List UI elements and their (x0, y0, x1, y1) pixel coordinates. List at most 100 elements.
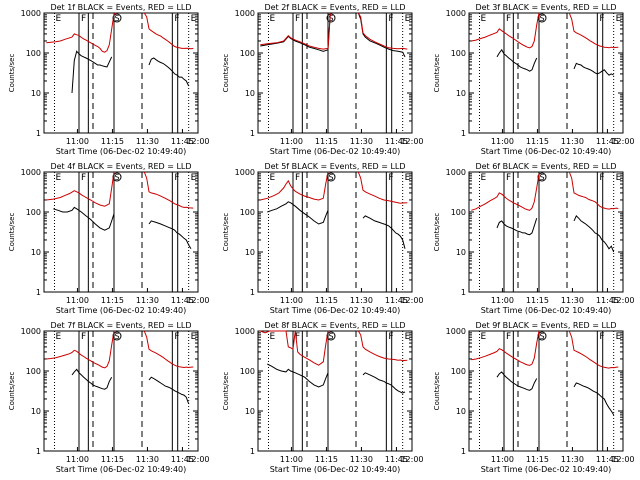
y-tick-label: 1000 (235, 168, 255, 177)
marker-s: S (328, 14, 333, 23)
panel-title: Det 1f BLACK = Events, RED = LLD (50, 3, 191, 12)
series-lld-line (568, 171, 619, 210)
x-tick-label: 11:45 (385, 455, 408, 464)
x-axis-label: Start Time (06-Dec-02 10:49:40) (481, 306, 612, 315)
y-axis-label: Counts/sec (222, 372, 230, 411)
marker-e-left: E (270, 14, 276, 24)
marker-f-left: F (81, 173, 86, 183)
panel-det-4: Det 4f BLACK = Events, RED = LLD 1 10 100 10… (8, 162, 210, 315)
x-axis-label: Start Time (06-Dec-02 10:49:40) (56, 147, 187, 156)
x-tick-label: 11:45 (385, 296, 408, 305)
y-tick-label: 1000 (21, 168, 41, 177)
marker-f-left: F (506, 332, 511, 342)
series-lld-line (46, 12, 117, 53)
x-axis-label: Start Time (06-Dec-02 10:49:40) (270, 465, 401, 474)
marker-e-left: E (270, 332, 276, 342)
marker-e-left: E (56, 14, 62, 24)
series-lld-line (357, 171, 408, 204)
marker-e-left: E (481, 332, 487, 342)
x-tick-label: 11:30 (136, 137, 159, 146)
y-axis-label: Counts/sec (433, 54, 441, 93)
x-tick-label: 11:15 (526, 296, 549, 305)
y-tick-label: 1 (461, 288, 466, 297)
marker-e-right: E (191, 173, 197, 183)
y-tick-label: 1 (36, 129, 41, 138)
x-tick-label: 11:30 (561, 455, 584, 464)
y-tick-label: 1000 (446, 168, 466, 177)
marker-f-left: F (81, 332, 86, 342)
x-tick-label: 11:30 (561, 137, 584, 146)
y-tick-label: 10 (31, 407, 41, 416)
plot-frame (468, 12, 624, 134)
series-lld-line (143, 12, 194, 50)
marker-s-circle (326, 13, 336, 23)
marker-f-right: F (388, 332, 393, 342)
marker-e-right: E (405, 14, 411, 24)
x-axis-label: Start Time (06-Dec-02 10:49:40) (56, 306, 187, 315)
series-lld-line (357, 330, 408, 362)
y-tick-label: 10 (456, 248, 466, 257)
y-tick-label: 1 (250, 447, 255, 456)
x-axis-label: Start Time (06-Dec-02 10:49:40) (270, 147, 401, 156)
marker-s: S (328, 332, 333, 341)
panel-title: Det 7f BLACK = Events, RED = LLD (50, 321, 191, 330)
plot-frame (468, 171, 624, 293)
marker-f-left: F (81, 14, 86, 24)
marker-e-right: E (405, 173, 411, 183)
marker-f-right: F (174, 173, 179, 183)
plot-frame (468, 330, 624, 452)
y-tick-label: 10 (456, 89, 466, 98)
y-axis-label: Counts/sec (8, 54, 16, 93)
panel-det-3: Det 3f BLACK = Events, RED = LLD 1 10 100 10… (433, 3, 635, 156)
x-tick-label: 11:15 (101, 296, 124, 305)
series-events-line (260, 13, 331, 52)
y-tick-label: 1 (250, 129, 255, 138)
marker-f-left: F (295, 14, 300, 24)
x-tick-label: 11:00 (280, 137, 303, 146)
series-events-line (573, 62, 614, 76)
x-tick-label: 11:00 (491, 455, 514, 464)
series-events-line (267, 363, 329, 388)
panel-title: Det 8f BLACK = Events, RED = LLD (264, 321, 405, 330)
x-tick-label: 12:00 (186, 455, 209, 464)
y-tick-label: 1000 (21, 327, 41, 336)
series-events-line (362, 215, 406, 249)
y-axis-label: Counts/sec (433, 213, 441, 252)
marker-e-right: E (405, 332, 411, 342)
plot-frame (43, 12, 199, 134)
y-tick-label: 100 (240, 367, 255, 376)
series-events-line (573, 382, 615, 416)
x-tick-label: 11:00 (66, 455, 89, 464)
x-tick-label: 12:00 (611, 455, 634, 464)
series-lld-line (471, 12, 540, 49)
x-tick-label: 11:00 (491, 137, 514, 146)
panel-title: Det 5f BLACK = Events, RED = LLD (264, 162, 405, 171)
marker-e-left: E (270, 173, 276, 183)
panel-det-6: Det 6f BLACK = Events, RED = LLD 1 10 100 10… (433, 162, 635, 315)
series-lld-line (143, 330, 194, 369)
x-tick-label: 12:00 (611, 296, 634, 305)
series-events-line (148, 220, 192, 250)
panel-title: Det 2f BLACK = Events, RED = LLD (264, 3, 405, 12)
y-tick-label: 100 (240, 208, 255, 217)
x-tick-label: 12:00 (186, 137, 209, 146)
series-events-line (267, 201, 329, 225)
plot-frame (43, 330, 199, 452)
series-events-line (362, 372, 406, 394)
series-lld-line (471, 173, 540, 211)
marker-e-right: E (616, 332, 622, 342)
x-tick-label: 12:00 (400, 137, 423, 146)
y-tick-label: 1000 (446, 9, 466, 18)
y-tick-label: 1000 (235, 327, 255, 336)
series-events-line (71, 50, 113, 94)
marker-f-right: F (599, 14, 604, 24)
x-tick-label: 11:00 (66, 296, 89, 305)
marker-f-right: F (174, 332, 179, 342)
marker-s: S (539, 173, 544, 182)
y-tick-label: 1 (461, 129, 466, 138)
marker-s: S (114, 14, 119, 23)
y-tick-label: 1000 (21, 9, 41, 18)
marker-e-left: E (56, 173, 62, 183)
marker-e-left: E (481, 173, 487, 183)
